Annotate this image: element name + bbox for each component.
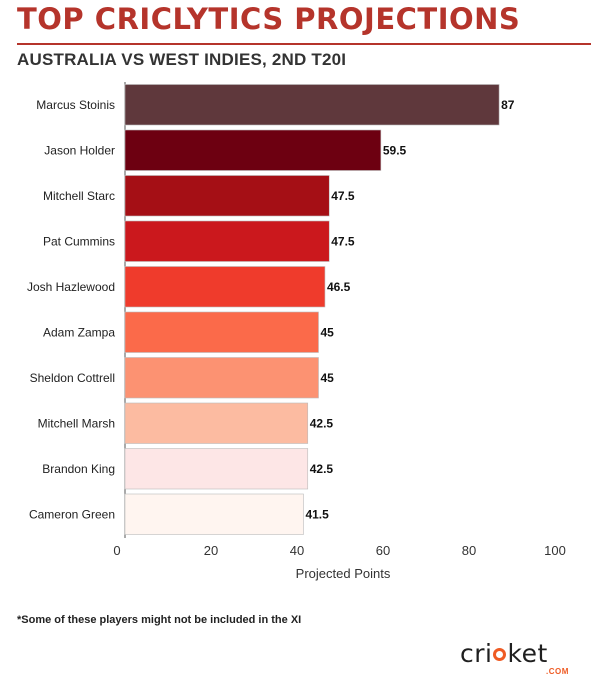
cricket-com-logo: cri ket .COM xyxy=(460,641,575,679)
category-label: Marcus Stoinis xyxy=(36,98,115,112)
bar-pat-cummins xyxy=(124,220,330,262)
value-label: 46.5 xyxy=(327,280,351,294)
x-tick-label: 100 xyxy=(544,543,566,558)
footnote: *Some of these players might not be incl… xyxy=(17,614,302,626)
bar-chart: Marcus Stoinis 87 Jason Holder 59.5 Mitchell… xyxy=(27,82,566,581)
bar-marcus-stoinis xyxy=(124,84,500,126)
value-label: 42.5 xyxy=(310,462,334,476)
bar-mitchell-starc xyxy=(124,175,330,217)
x-axis-title: Projected Points xyxy=(296,566,391,581)
bar-jason-holder xyxy=(124,129,382,171)
category-label: Mitchell Starc xyxy=(43,189,115,203)
x-tick-label: 60 xyxy=(376,543,390,558)
logo-domain: .COM xyxy=(546,667,569,676)
x-axis-ticks: 0 20 40 60 80 100 xyxy=(113,543,565,558)
x-tick-label: 20 xyxy=(204,543,218,558)
category-label: Josh Hazlewood xyxy=(27,280,115,294)
value-label: 87 xyxy=(501,98,515,112)
x-tick-label: 80 xyxy=(462,543,476,558)
category-label: Mitchell Marsh xyxy=(38,416,115,430)
title-divider xyxy=(17,43,591,45)
category-label: Adam Zampa xyxy=(43,325,115,339)
value-label: 59.5 xyxy=(383,143,407,157)
value-label: 47.5 xyxy=(331,189,355,203)
bar-adam-zampa xyxy=(124,311,319,353)
chart-title: TOP CRICLYTICS PROJECTIONS xyxy=(17,2,521,36)
value-label: 45 xyxy=(321,371,335,385)
x-tick-label: 0 xyxy=(113,543,120,558)
logo-wordmark: cri ket xyxy=(460,639,548,668)
bar-cameron-green xyxy=(124,493,304,535)
category-label: Cameron Green xyxy=(29,507,115,521)
bar-brandon-king xyxy=(124,448,309,490)
x-tick-label: 40 xyxy=(290,543,304,558)
category-label: Sheldon Cottrell xyxy=(30,371,115,385)
bar-sheldon-cottrell xyxy=(124,357,319,399)
category-label: Brandon King xyxy=(42,462,115,476)
value-label: 47.5 xyxy=(331,234,355,248)
category-label: Pat Cummins xyxy=(43,234,115,248)
bars-group: Marcus Stoinis 87 Jason Holder 59.5 Mitchell… xyxy=(27,84,515,535)
category-label: Jason Holder xyxy=(44,143,115,157)
value-label: 42.5 xyxy=(310,416,334,430)
value-label: 45 xyxy=(321,325,335,339)
bar-josh-hazlewood xyxy=(124,266,326,308)
chart-subtitle: AUSTRALIA VS WEST INDIES, 2ND T20I xyxy=(17,50,347,69)
bar-mitchell-marsh xyxy=(124,402,309,444)
value-label: 41.5 xyxy=(305,507,329,521)
cricket-ball-icon xyxy=(493,648,507,661)
